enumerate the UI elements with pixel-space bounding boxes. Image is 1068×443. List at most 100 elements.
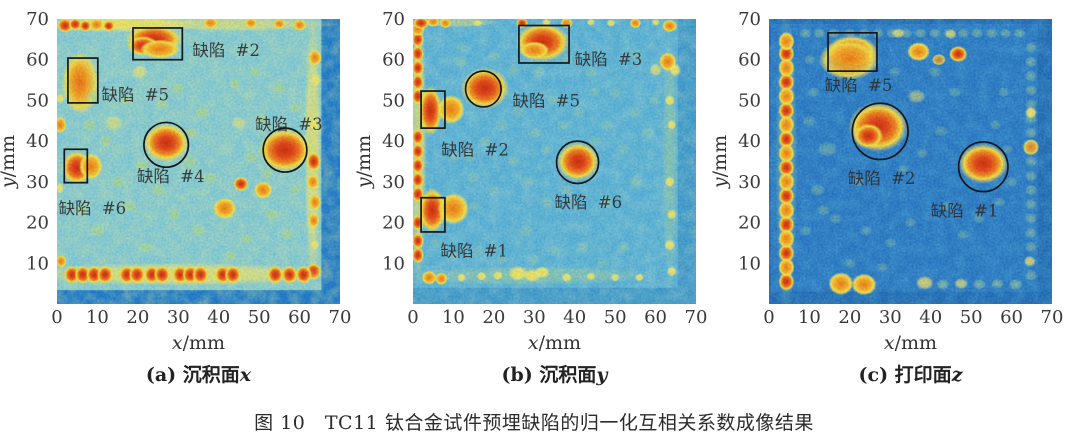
panel-a-x-tick-label: 70 <box>329 307 352 328</box>
panel-b-defect-3-box <box>518 24 570 64</box>
panel-c-y-tick-label: 50 <box>738 90 761 111</box>
panel-a-defect-3-circle <box>262 127 308 173</box>
panel-a-heatmap <box>57 19 340 304</box>
panel-a-y-tick-label: 10 <box>26 253 49 274</box>
panel-b-y-tick-label: 50 <box>382 90 405 111</box>
panel-c-x-tick-label: 60 <box>1000 307 1023 328</box>
panel-c-x-axis-var: x <box>884 332 895 354</box>
panel-a-x-tick-label: 60 <box>288 307 311 328</box>
panel-c-y-axis-label: y/mm <box>709 135 731 189</box>
panel-c-defect-1-circle <box>957 141 1009 193</box>
panel-b-y-tick-label: 60 <box>382 50 405 71</box>
panel-a-y-tick-label: 30 <box>26 172 49 193</box>
panel-a-x-tick-label: 0 <box>51 307 62 328</box>
panel-c-defect-5: 缺陷 #5 <box>825 31 893 95</box>
panel-b-defect-5-label: 缺陷 #5 <box>512 91 580 110</box>
panel-c-x-axis-unit: /mm <box>895 332 937 354</box>
panel-b-y-tick-label: 40 <box>382 131 405 152</box>
panel-a-defect-5-box <box>67 57 99 104</box>
panel-a-defect-6-label: 缺陷 #6 <box>59 199 127 218</box>
panel-a-defect-5-label: 缺陷 #5 <box>101 86 169 105</box>
panel-c-defect-1: 缺陷 #1 <box>931 141 1009 220</box>
panel-b-x-tick-label: 30 <box>523 307 546 328</box>
panel-a-defect-4-label: 缺陷 #4 <box>137 167 205 186</box>
panel-b-y-tick-label: 10 <box>382 253 405 274</box>
panel-b-x-tick-label: 20 <box>482 307 505 328</box>
panel-a-defect-3: 缺陷 #3 <box>255 115 323 173</box>
panel-b-caption-text: (b) 沉积面 <box>502 364 597 386</box>
panel-b-defect-1-label: 缺陷 #1 <box>440 241 508 260</box>
panel-c-x-axis-label: x/mm <box>884 332 937 354</box>
panel-c-x-tick-label: 30 <box>879 307 902 328</box>
panel-c-caption-axis-letter: z <box>951 364 964 386</box>
panel-b-x-tick-label: 10 <box>442 307 465 328</box>
panel-b-defect-2-label: 缺陷 #2 <box>441 140 509 159</box>
panel-b-caption: (b) 沉积面y <box>502 364 610 386</box>
panel-a-y-axis-unit: /mm <box>0 135 19 177</box>
panel-a-defect-4-circle <box>143 121 190 169</box>
panel-a-x-tick-label: 50 <box>248 307 271 328</box>
panel-a-grain-dark <box>57 19 340 304</box>
panel-c-x-tick-label: 50 <box>960 307 983 328</box>
panel-b-y-axis-label: y/mm <box>353 135 375 189</box>
panel-c-y-tick-label: 40 <box>738 131 761 152</box>
panel-a-y-tick-label: 40 <box>26 131 49 152</box>
panel-c-defect-2: 缺陷 #2 <box>848 102 915 188</box>
panel-b-x-axis-var: x <box>528 332 539 354</box>
panel-b-x-tick-label: 50 <box>604 307 627 328</box>
panel-b-x-tick-label: 0 <box>407 307 418 328</box>
panel-c-y-tick-label: 70 <box>738 9 761 30</box>
panel-b-x-tick-label: 60 <box>644 307 667 328</box>
panel-a-caption: (a) 沉积面x <box>146 364 252 386</box>
panel-b-x-axis-label: x/mm <box>528 332 581 354</box>
panel-b-x-tick-label: 70 <box>685 307 708 328</box>
panel-a-y-axis-var: y <box>0 177 19 189</box>
panel-a-defect-5: 缺陷 #5 <box>67 57 169 105</box>
panel-a-x-tick-label: 20 <box>126 307 149 328</box>
panel-b-grain-dark <box>413 19 696 304</box>
panel-a-defect-4: 缺陷 #4 <box>137 121 205 186</box>
panel-c: 缺陷 #5 缺陷 #2 缺陷 #1 0 10 20 30 40 50 60 70 10 20 30 40 50… <box>709 9 1063 386</box>
panel-b-defect-1: 缺陷 #1 <box>420 196 508 260</box>
panel-b-defect-5-circle <box>464 70 502 108</box>
panel-b-y-tick-label: 20 <box>382 213 405 234</box>
panel-b-defect-3-label: 缺陷 #3 <box>575 50 643 69</box>
panel-b-y-tick-label: 30 <box>382 172 405 193</box>
panel-b-y-axis-unit: /mm <box>353 135 375 177</box>
panel-a-caption-axis-letter: x <box>239 364 252 386</box>
panel-b-x-tick-label: 40 <box>563 307 586 328</box>
panel-c-grain-dark <box>769 19 1052 304</box>
panel-a-defect-2-box <box>132 27 184 61</box>
panel-a-x-axis-var: x <box>172 332 183 354</box>
panel-c-x-tick-label: 40 <box>919 307 942 328</box>
panel-c-defect-5-label: 缺陷 #5 <box>825 76 893 95</box>
panel-a-caption-text: (a) 沉积面 <box>146 364 240 386</box>
panel-c-y-tick-label: 60 <box>738 50 761 71</box>
panel-b-defect-6: 缺陷 #6 <box>555 140 623 212</box>
panel-a-x-axis-label: x/mm <box>172 332 225 354</box>
panel-c-y-tick-label: 30 <box>738 172 761 193</box>
panel-a-defect-6: 缺陷 #6 <box>59 148 127 218</box>
panel-b-defect-1-box <box>420 196 446 233</box>
panel-c-defect-2-circle <box>851 102 909 161</box>
panel-c-defect-5-box <box>827 31 878 72</box>
panel-b-defect-6-label: 缺陷 #6 <box>555 193 623 212</box>
panel-a-x-axis-unit: /mm <box>183 332 225 354</box>
panel-b: 缺陷 #3 缺陷 #5 缺陷 #2 缺陷 #6 缺陷 #1 0 10 20 30 40 50 60 70… <box>353 9 708 386</box>
panel-c-y-tick-label: 10 <box>738 253 761 274</box>
panel-b-caption-axis-letter: y <box>595 364 609 386</box>
panel-c-caption-text: (c) 打印面 <box>859 363 952 386</box>
panel-b-y-tick-label: 70 <box>382 9 405 30</box>
panel-c-y-axis-var: y <box>709 177 731 189</box>
panel-b-defect-2-box <box>420 90 446 129</box>
figure-caption: 图 10 TC11 钛合金试件预埋缺陷的归一化互相关系数成像结果 <box>254 412 814 434</box>
panel-b-defect-5: 缺陷 #5 <box>464 70 580 110</box>
panel-a-defect-3-label: 缺陷 #3 <box>255 115 323 134</box>
panel-a-x-tick-label: 30 <box>167 307 190 328</box>
panel-c-caption: (c) 打印面z <box>859 363 964 386</box>
panel-c-x-tick-label: 20 <box>838 307 861 328</box>
panel-a-defect-2: 缺陷 #2 <box>132 27 260 61</box>
panel-a-y-axis-label: y/mm <box>0 135 19 189</box>
